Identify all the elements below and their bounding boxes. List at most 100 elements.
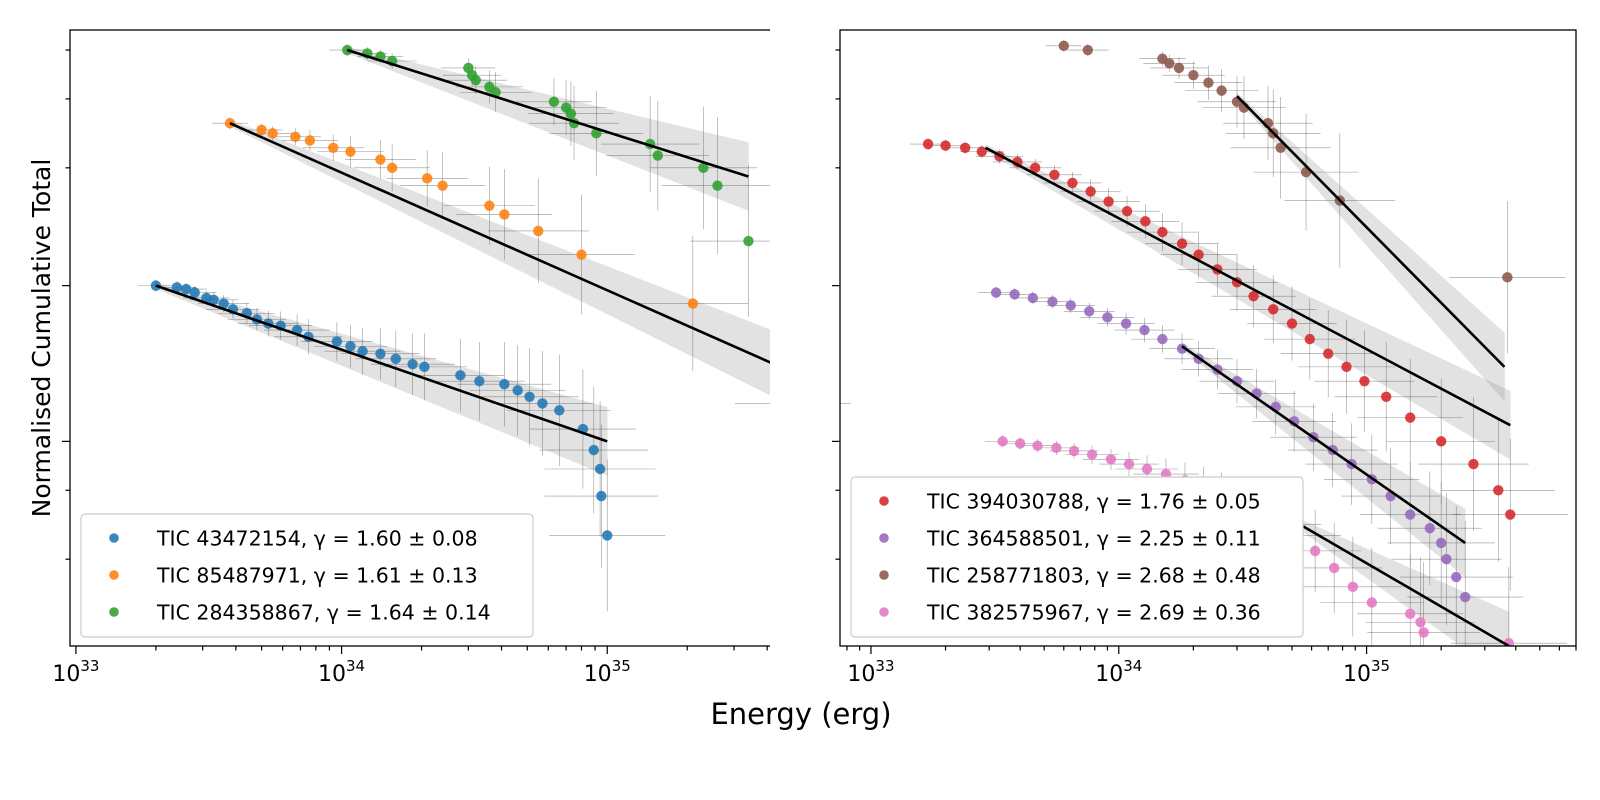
data-point [594, 463, 606, 475]
data-point [474, 375, 485, 387]
plot-area [910, 39, 1569, 720]
data-point [990, 287, 1002, 298]
legend-gamma-value: γ = 2.68 ± 0.48 [1097, 564, 1261, 588]
data-point [596, 490, 607, 502]
data-point [1029, 162, 1041, 174]
data-point [537, 398, 548, 409]
legend-marker [109, 533, 119, 543]
legend-series-name: TIC 258771803 [926, 564, 1084, 588]
data-point [976, 146, 987, 157]
data-point [455, 370, 466, 381]
x-tick-label-base: 10 [1343, 662, 1371, 687]
data-point [331, 336, 343, 347]
data-point [421, 173, 433, 184]
data-point [698, 162, 709, 174]
x-tick-label: 1034 [318, 657, 365, 687]
x-tick-label-base: 10 [847, 662, 875, 687]
data-point [180, 283, 192, 295]
data-point [1288, 416, 1300, 427]
data-point [189, 287, 200, 298]
power-law-fit-line [229, 122, 794, 374]
data-point [1164, 58, 1175, 69]
power-law-fit-line [346, 48, 749, 178]
data-point [208, 294, 219, 306]
x-tick-label-exponent: 34 [346, 657, 365, 675]
power-law-fit-line [1236, 95, 1506, 368]
data-point [602, 530, 613, 541]
data-point [512, 385, 523, 396]
data-point [1304, 333, 1315, 345]
data-point [1405, 509, 1416, 520]
legend-frame [80, 513, 534, 638]
legend-entry: TIC 284358867, γ = 1.64 ± 0.14 [156, 601, 491, 625]
data-point [1123, 458, 1135, 470]
legend-gamma-value: γ = 2.25 ± 0.11 [1097, 527, 1261, 551]
data-point [218, 298, 229, 309]
data-point [1309, 545, 1321, 557]
legend-marker [109, 607, 119, 617]
data-point [1366, 597, 1378, 608]
data-point [1082, 44, 1094, 56]
legend-marker [879, 533, 889, 543]
data-point [267, 128, 278, 139]
legend-series-name: TIC 394030788 [926, 490, 1084, 514]
x-tick-label: 1035 [1343, 657, 1390, 687]
data-point [304, 135, 316, 146]
data-point [390, 353, 402, 365]
legend-gamma-value: γ = 1.61 ± 0.13 [314, 564, 478, 588]
data-point [1102, 312, 1113, 323]
data-point [1493, 485, 1504, 496]
legend-gamma-value: γ = 1.76 ± 0.05 [1097, 490, 1261, 514]
data-point [150, 280, 162, 291]
data-point [375, 154, 386, 165]
data-point [357, 345, 368, 357]
data-point [1140, 216, 1151, 227]
x-tick-label-base: 10 [584, 662, 612, 687]
legend-entry: TIC 85487971, γ = 1.61 ± 0.13 [156, 564, 478, 588]
x-tick-label: 1034 [1095, 657, 1142, 687]
data-point [1435, 537, 1447, 549]
x-tick-label-exponent: 33 [80, 657, 99, 675]
data-point [1139, 324, 1150, 336]
data-point [1405, 412, 1416, 423]
x-axis-label: Energy (erg) [710, 697, 891, 731]
x-tick-label: 1033 [52, 657, 99, 687]
data-point [1157, 333, 1168, 345]
legend-gamma-value: γ = 1.64 ± 0.14 [327, 601, 491, 625]
power-law-fit-line [984, 146, 1511, 427]
data-point [1405, 608, 1416, 620]
legend-series-name: TIC 284358867 [156, 601, 314, 625]
data-point [1009, 289, 1020, 300]
data-point [652, 150, 664, 161]
legend-marker [879, 496, 889, 506]
legend-marker [879, 607, 889, 617]
data-point [470, 74, 481, 86]
data-point [1193, 249, 1204, 260]
x-tick-label: 1035 [584, 657, 631, 687]
data-point [565, 108, 577, 119]
data-point [1065, 300, 1076, 311]
data-point [290, 131, 301, 143]
data-point [1085, 186, 1096, 197]
data-point [1248, 290, 1259, 302]
data-point [345, 341, 356, 352]
data-point [1067, 177, 1078, 189]
data-point [1380, 391, 1392, 402]
data-point [1141, 463, 1153, 475]
legend-entry: TIC 394030788, γ = 1.76 ± 0.05 [926, 490, 1261, 514]
data-point [1047, 296, 1058, 307]
data-point [1084, 306, 1095, 317]
plot-frame [839, 29, 1577, 647]
data-point [1176, 238, 1188, 249]
y-axis-label: Normalised Cumulative Total [27, 159, 56, 518]
legend-entry: TIC 382575967, γ = 2.69 ± 0.36 [926, 601, 1261, 625]
data-point [256, 124, 267, 136]
data-point [499, 209, 510, 220]
data-point [328, 142, 339, 154]
data-point [588, 444, 599, 456]
data-point [922, 138, 934, 150]
data-point [375, 348, 386, 359]
data-point [1176, 343, 1188, 354]
